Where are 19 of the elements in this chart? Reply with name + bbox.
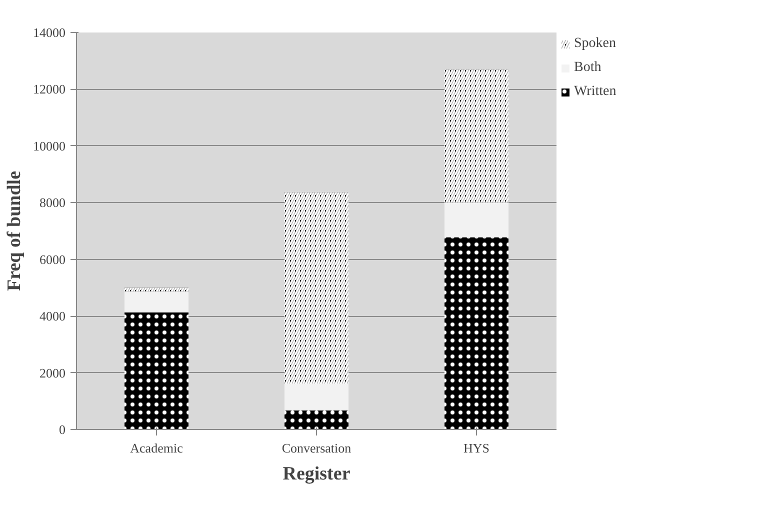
- legend-label: Spoken: [574, 36, 617, 52]
- x-tick-label: Academic: [130, 440, 184, 456]
- bar: [444, 202, 508, 238]
- legend-label: Both: [574, 60, 602, 76]
- y-tick-label: 6000: [40, 252, 66, 267]
- y-tick-label: 4000: [40, 308, 66, 324]
- y-tick-label: 8000: [40, 195, 66, 210]
- x-tick-label: Conversation: [282, 440, 352, 456]
- bar: [124, 291, 188, 312]
- y-tick-label: 2000: [40, 365, 66, 380]
- legend-label: Written: [574, 84, 618, 100]
- x-axis-title: Register: [282, 464, 351, 484]
- y-tick-label: 10000: [33, 138, 66, 154]
- y-tick-label: 14000: [33, 25, 66, 40]
- y-tick-label: 12000: [33, 82, 66, 97]
- x-tick-label: HYS: [463, 440, 490, 456]
- bar: [284, 384, 348, 410]
- y-axis-title: Freq of bundle: [4, 170, 25, 291]
- y-tick-label: 0: [59, 422, 66, 437]
